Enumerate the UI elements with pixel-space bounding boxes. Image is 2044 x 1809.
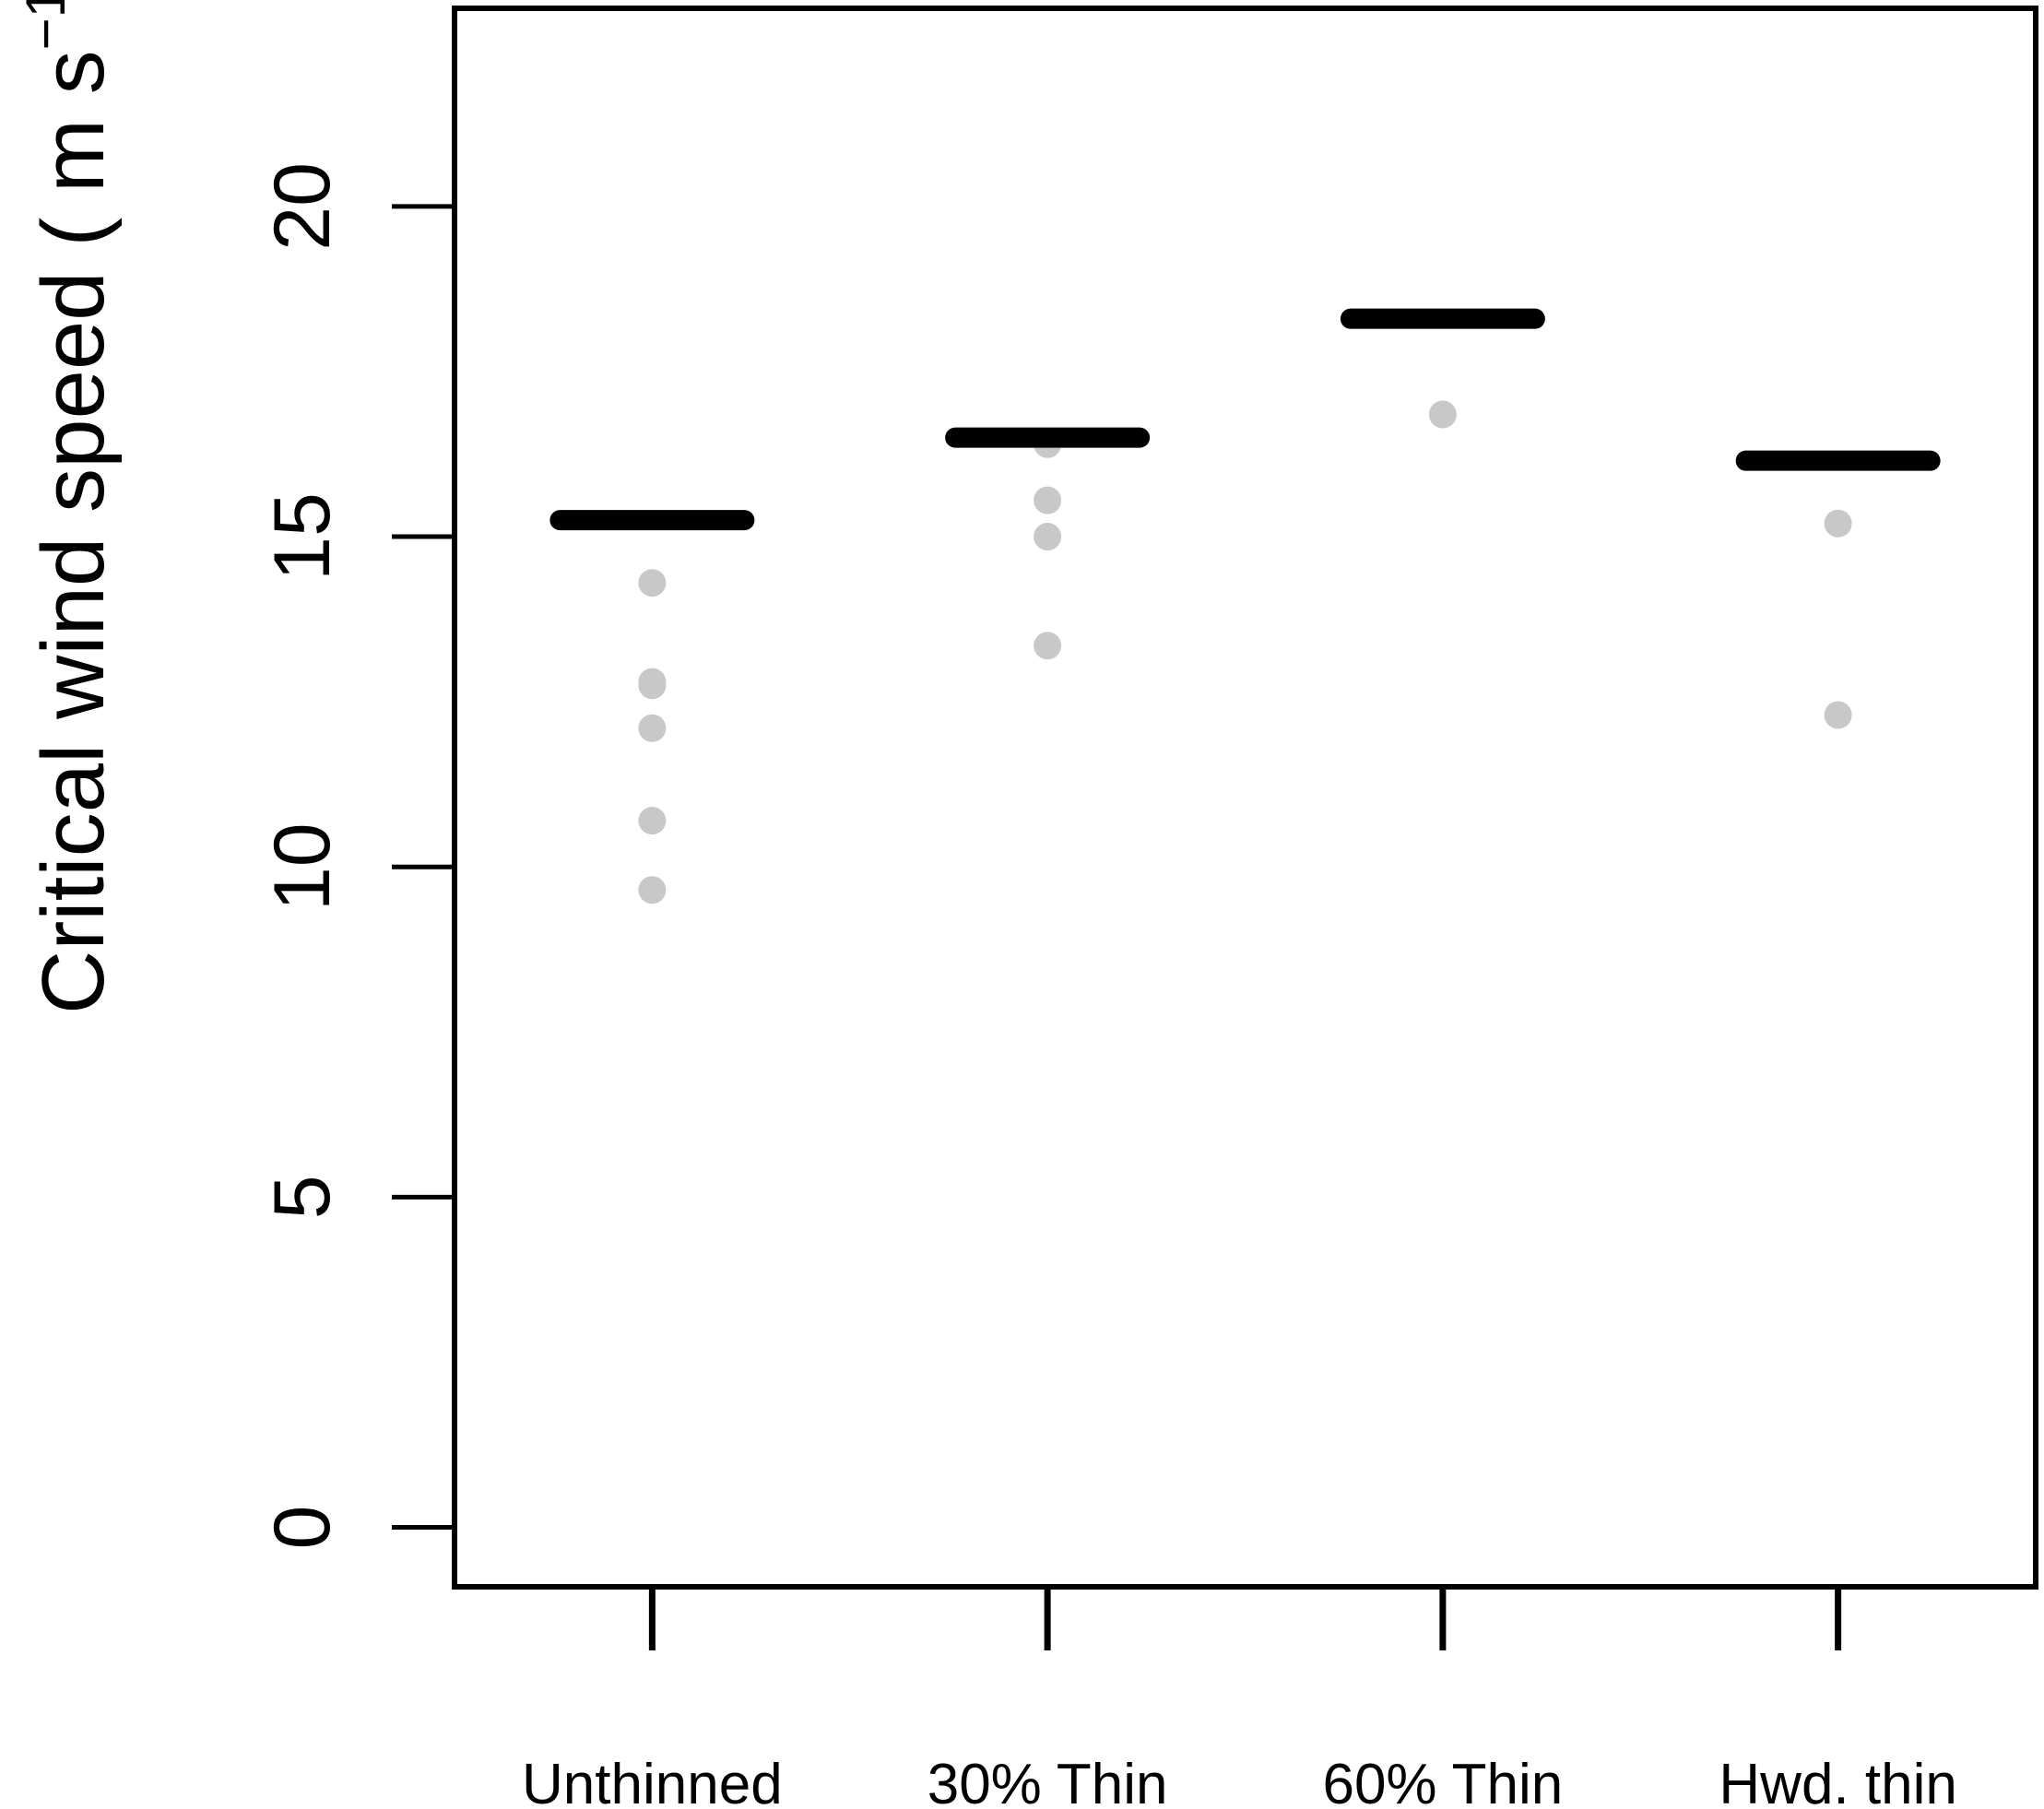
y-axis-title-superscript: −1 (15, 0, 77, 50)
data-point (638, 569, 667, 597)
x-category-label: Hwd. thin (1719, 1753, 1956, 1809)
data-point (1824, 509, 1852, 538)
y-tick-label: 5 (258, 1175, 347, 1219)
data-point (638, 807, 667, 835)
x-axis: Unthinned 30% Thin 60% Thin Hwd. thin (522, 1587, 1957, 1809)
data-point (638, 714, 667, 742)
data-point (1824, 701, 1852, 729)
y-axis-title-main: Critical wind speed ( m s (24, 50, 123, 1014)
y-axis: 0 5 10 15 20 (258, 162, 455, 1549)
plot-frame (452, 6, 2038, 1590)
x-category-label: Unthinned (522, 1753, 783, 1809)
y-tick-label: 15 (258, 492, 347, 581)
y-tick-label: 0 (258, 1506, 347, 1550)
x-category-label: 30% Thin (927, 1753, 1168, 1809)
y-tick-label: 20 (258, 162, 347, 251)
data-point (1034, 632, 1062, 660)
y-axis-title: Critical wind speed ( m s−1) (15, 0, 123, 1014)
data-points (638, 400, 1852, 904)
data-point (1034, 523, 1062, 551)
data-point (1428, 400, 1457, 429)
data-point (638, 671, 667, 700)
data-point (1034, 486, 1062, 514)
mean-bars (549, 308, 1941, 531)
x-category-label: 60% Thin (1322, 1753, 1563, 1809)
y-tick-label: 10 (258, 822, 347, 911)
data-point (638, 876, 667, 904)
